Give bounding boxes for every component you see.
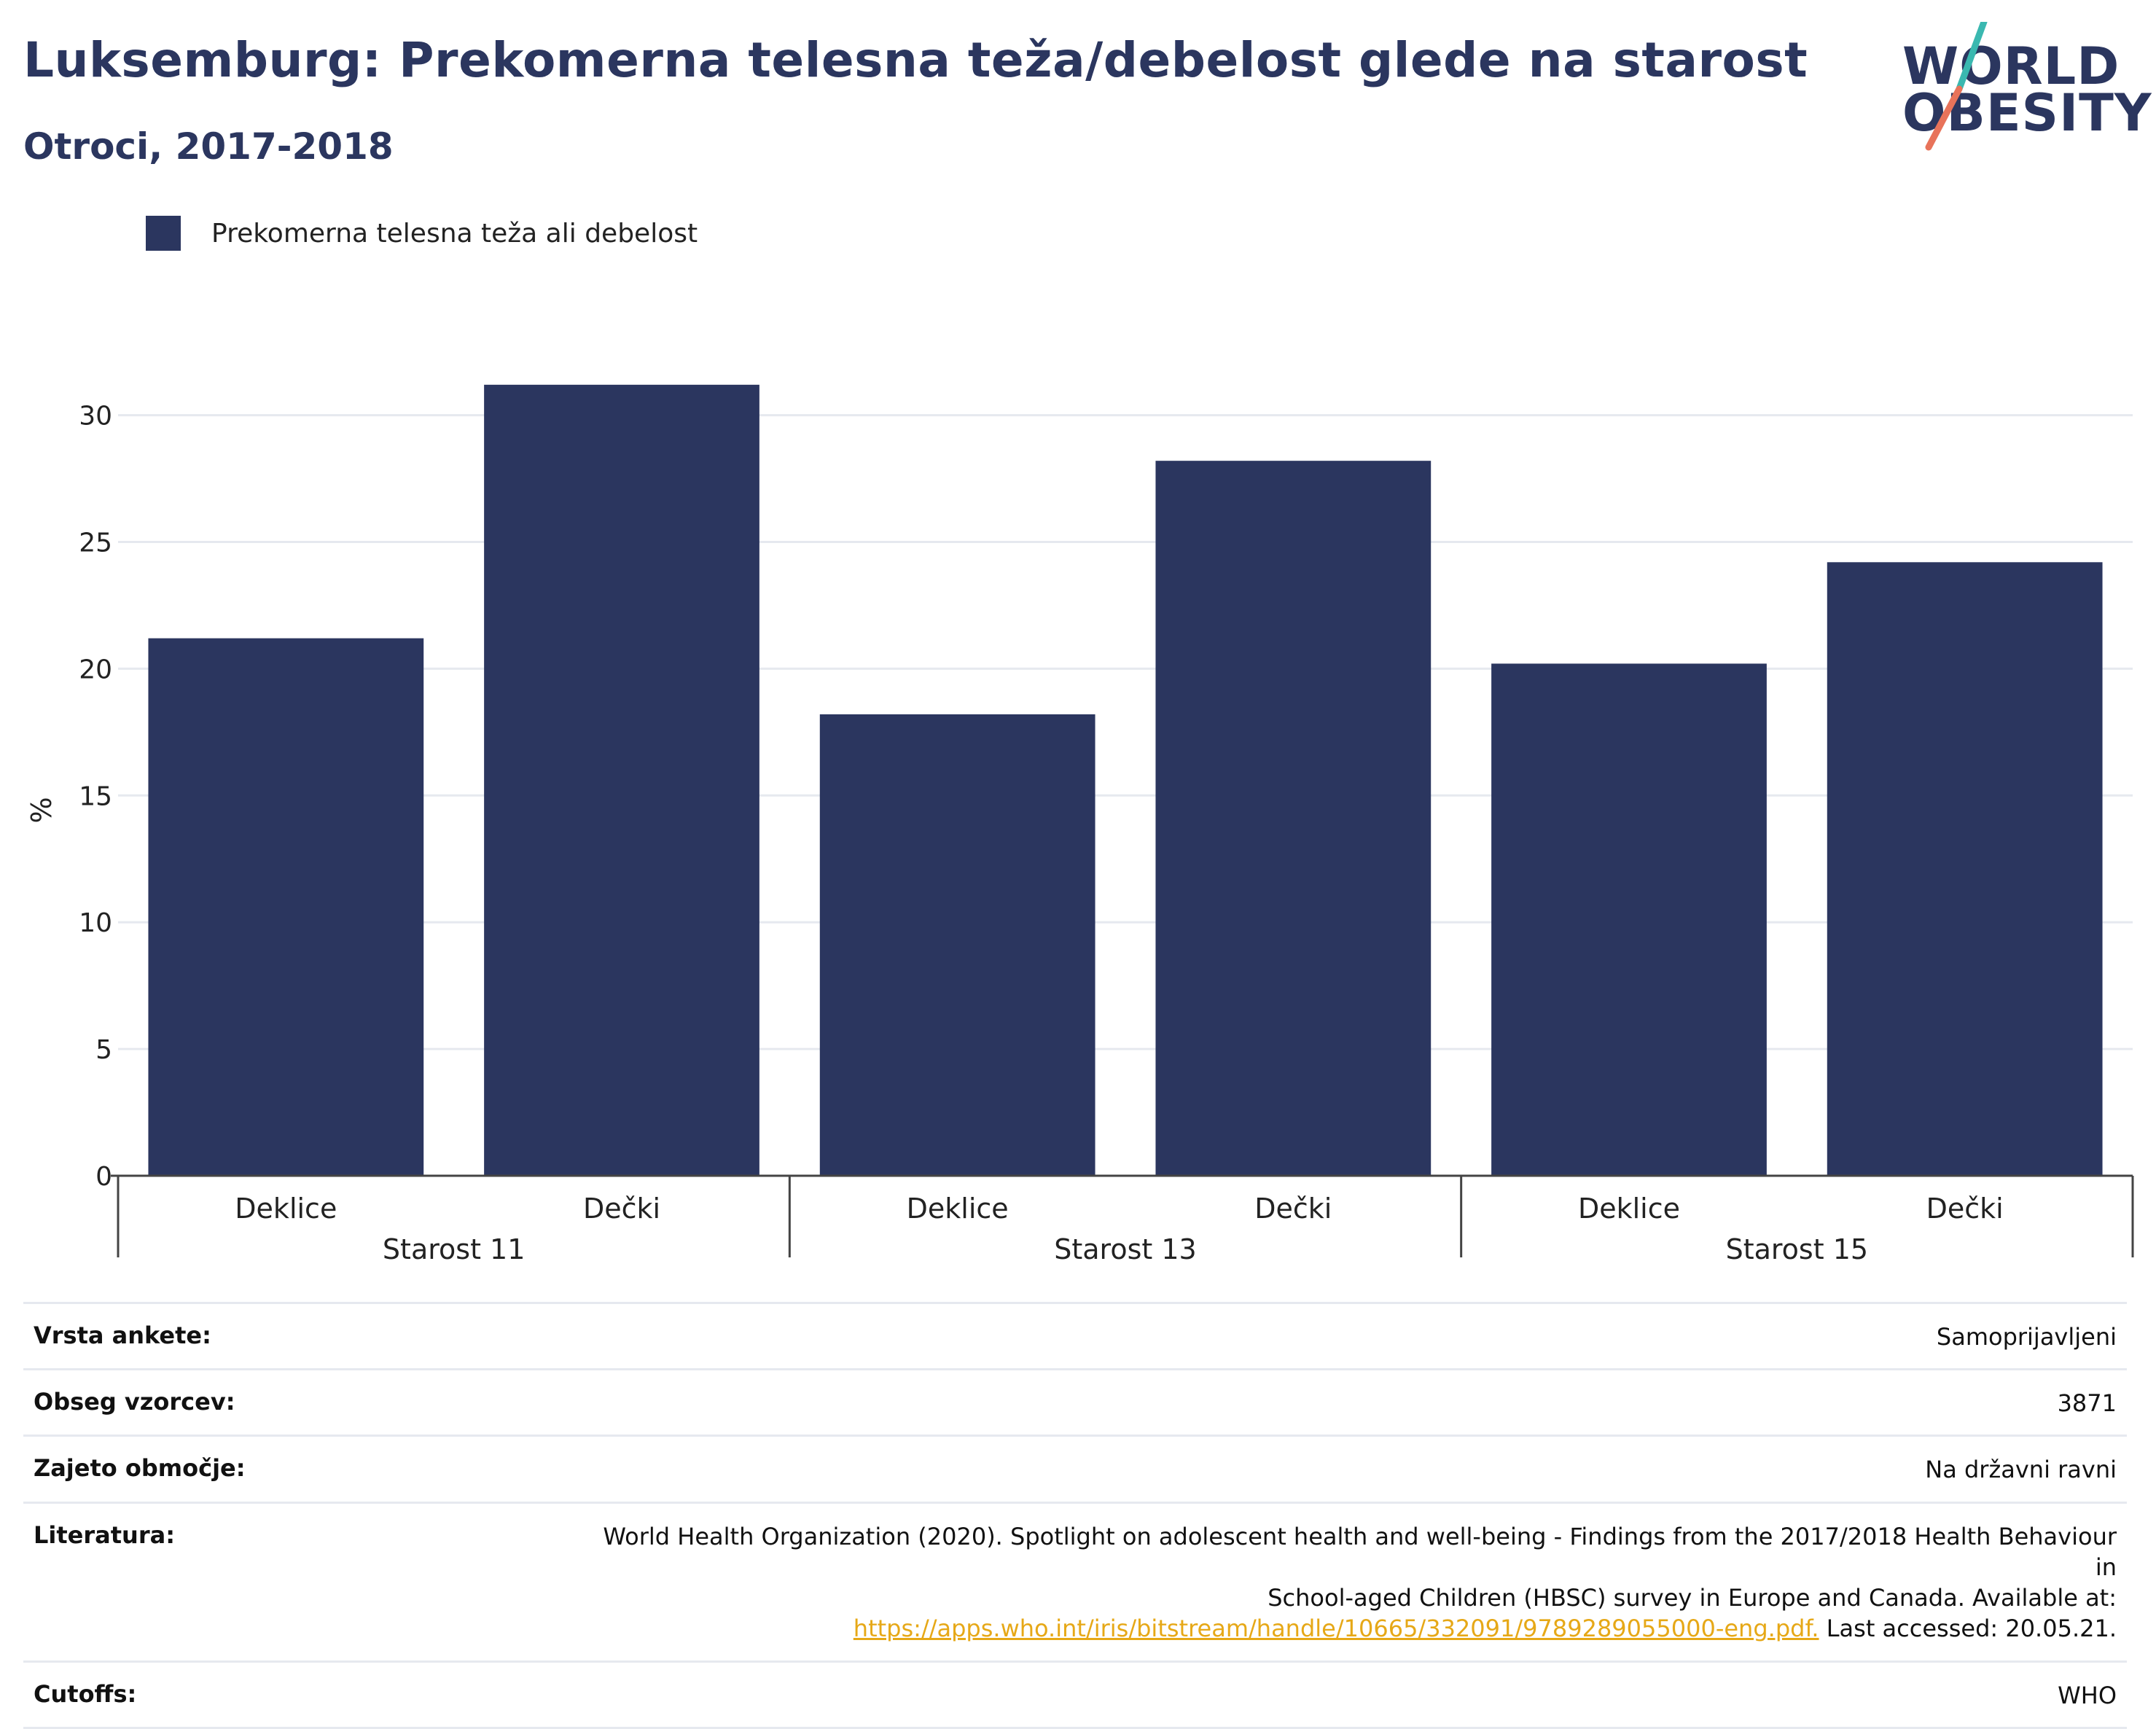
info-row-cutoffs: Cutoffs: WHO (23, 1660, 2127, 1729)
x-tick-label: Dečki (583, 1193, 660, 1225)
x-tick-label: Dečki (1926, 1193, 2004, 1225)
chart-subtitle: Otroci, 2017-2018 (23, 125, 394, 168)
bar (1491, 663, 1767, 1176)
x-tick-label: Dečki (1254, 1193, 1332, 1225)
reference-line-2: School-aged Children (HBSC) survey in Eu… (1268, 1584, 2117, 1612)
info-value: Na državni ravni (1925, 1456, 2117, 1484)
reference-line-1: World Health Organization (2020). Spotli… (603, 1522, 2117, 1581)
bar (1827, 562, 2103, 1176)
reference-link[interactable]: https://apps.who.int/iris/bitstream/hand… (853, 1615, 1819, 1643)
x-tick-label: Deklice (907, 1193, 1009, 1225)
info-row-sample-size: Obseg vzorcev: 3871 (23, 1368, 2127, 1435)
bar-chart: 0 5 10 15 20 25 30% Deklice Dečki Deklice Dečki Dek… (26, 384, 2134, 1265)
y-tick-label: 20 (79, 655, 112, 684)
y-tick-label: 0 (95, 1162, 112, 1192)
info-row-area-covered: Zajeto območje: Na državni ravni (23, 1435, 2127, 1501)
info-row-survey-type: Vrsta ankete: Samoprijavljeni (23, 1302, 2127, 1368)
info-label: Obseg vzorcev: (34, 1388, 235, 1416)
info-label: Cutoffs: (34, 1679, 137, 1708)
y-tick-label: 15 (79, 781, 112, 811)
y-tick-label: 25 (79, 528, 112, 558)
logo-slash-icon (1925, 22, 1988, 151)
bar (819, 714, 1095, 1176)
group-label: Starost 11 (383, 1233, 525, 1265)
reference-text: World Health Organization (2020). Spotli… (586, 1521, 2117, 1644)
y-tick-label: 30 (79, 402, 112, 432)
bar (148, 638, 424, 1176)
info-label: Literatura: (34, 1521, 175, 1549)
bar (1155, 461, 1432, 1176)
y-tick-label: 10 (79, 908, 112, 938)
info-value: 3871 (2057, 1389, 2117, 1418)
info-value: Samoprijavljeni (1936, 1323, 2117, 1351)
legend-swatch (146, 216, 181, 251)
y-tick-label: 5 (95, 1035, 112, 1065)
info-label: Vrsta ankete: (34, 1322, 211, 1349)
info-value: WHO (2058, 1681, 2117, 1709)
bar (484, 384, 759, 1176)
group-label: Starost 15 (1726, 1233, 1868, 1265)
legend-label: Prekomerna telesna teža ali debelost (211, 218, 698, 249)
x-tick-label: Deklice (1578, 1193, 1680, 1225)
info-label: Zajeto območje: (34, 1454, 246, 1483)
world-obesity-logo: WORLD OBESITY (1902, 22, 2152, 153)
logo-word-world: WORLD (1902, 36, 2120, 96)
x-tick-label: Deklice (235, 1193, 337, 1225)
y-axis-label: % (26, 797, 58, 823)
info-row-reference: Literatura: World Health Organization (2… (23, 1501, 2127, 1660)
chart-legend: Prekomerna telesna teža ali debelost (146, 216, 698, 251)
reference-accessed: Last accessed: 20.05.21. (1819, 1615, 2117, 1643)
info-table: Vrsta ankete: Samoprijavljeni Obseg vzor… (23, 1302, 2127, 1729)
chart-title: Luksemburg: Prekomerna telesna teža/debe… (23, 32, 1808, 88)
group-label: Starost 13 (1054, 1233, 1196, 1265)
